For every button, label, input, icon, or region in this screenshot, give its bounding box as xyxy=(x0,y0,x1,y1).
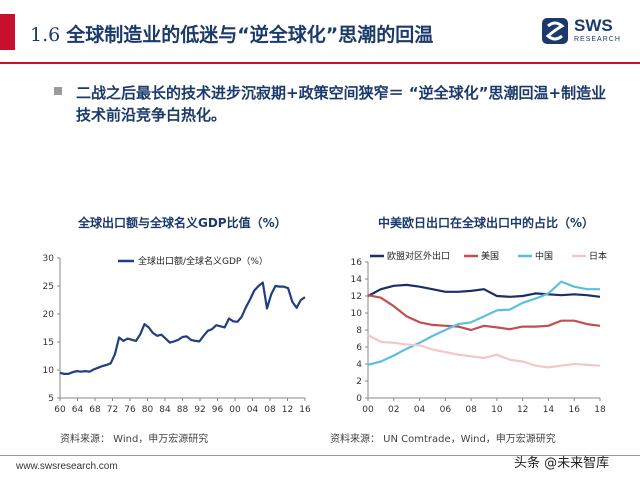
accent-bar xyxy=(0,14,15,50)
slide-title: 1.6 全球制造业的低迷与“逆全球化”思潮的回温 xyxy=(30,20,433,47)
chart2-source: 资料来源： UN Comtrade，Wind，申万宏源研究 xyxy=(330,434,556,445)
y-tick-label: 10 xyxy=(351,309,363,319)
chart2-title: 中美欧日出口在全球出口中的占比（%） xyxy=(378,216,595,230)
x-tick-label: 08 xyxy=(264,405,276,415)
x-tick-label: 08 xyxy=(465,405,477,415)
legend-label-0: 欧盟对区外出口 xyxy=(387,250,450,262)
series-line-0 xyxy=(59,281,306,375)
x-tick-label: 88 xyxy=(177,405,189,415)
legend-label-1: 美国 xyxy=(481,250,499,262)
x-tick-label: 12 xyxy=(517,405,528,415)
y-tick-label: 2 xyxy=(356,377,362,387)
y-tick-label: 10 xyxy=(43,366,55,376)
x-tick-label: 06 xyxy=(440,405,452,415)
logo-sub: RESEARCH xyxy=(574,36,621,43)
x-tick-label: 12 xyxy=(282,405,293,415)
x-tick-label: 76 xyxy=(124,405,136,415)
y-tick-label: 0 xyxy=(356,394,362,404)
x-tick-label: 18 xyxy=(594,405,606,415)
logo-brand: SWS xyxy=(574,16,613,35)
slide-header: 1.6 全球制造业的低迷与“逆全球化”思潮的回温 SWS RESEARCH xyxy=(0,0,640,66)
y-tick-label: 5 xyxy=(48,394,54,404)
series-line-2 xyxy=(367,280,600,366)
x-tick-label: 80 xyxy=(142,405,154,415)
series-line-3 xyxy=(367,334,601,369)
section-number: 1.6 xyxy=(30,24,61,46)
footer-url: www.swsresearch.com xyxy=(16,461,118,472)
legend-label: 全球出口额/全球名义GDP（%） xyxy=(138,255,268,267)
series-line-0 xyxy=(367,283,601,298)
y-tick-label: 20 xyxy=(43,310,55,320)
x-tick-label: 72 xyxy=(107,405,118,415)
x-tick-label: 96 xyxy=(212,405,224,415)
bullet-text: 二战之后最长的技术进步沉寂期+政策空间狭窄＝ “逆全球化”思潮回温+制造业技术前… xyxy=(76,84,607,124)
sws-emblem-icon xyxy=(542,18,568,44)
x-tick-label: 84 xyxy=(159,405,171,415)
series-line-1 xyxy=(367,294,601,332)
x-tick-label: 60 xyxy=(54,405,66,415)
x-tick-label: 00 xyxy=(229,405,241,415)
bullet-square-icon xyxy=(54,87,62,95)
y-tick-label: 8 xyxy=(356,326,362,336)
x-tick-label: 92 xyxy=(194,405,205,415)
y-tick-label: 14 xyxy=(351,275,363,285)
watermark: 头条 @未来智库 xyxy=(514,456,610,471)
header-divider xyxy=(0,62,640,64)
x-tick-label: 00 xyxy=(362,405,374,415)
chart1-source: 资料来源： Wind，申万宏源研究 xyxy=(60,434,209,445)
x-tick-label: 64 xyxy=(72,405,84,415)
y-tick-label: 4 xyxy=(356,360,362,370)
section-title: 全球制造业的低迷与“逆全球化”思潮的回温 xyxy=(66,24,434,46)
x-tick-label: 04 xyxy=(414,405,426,415)
y-tick-label: 15 xyxy=(43,338,54,348)
legend-label-2: 中国 xyxy=(535,250,553,262)
y-tick-label: 25 xyxy=(43,282,54,292)
export-gdp-ratio-chart: 5 10 15 20 25 30 60 64 68 72 76 80 84 88 92 96 00 04 08 12 1… xyxy=(43,254,311,415)
y-tick-label: 12 xyxy=(351,292,362,302)
y-tick-label: 6 xyxy=(356,343,362,353)
chart1-title: 全球出口额与全球名义GDP比值（%） xyxy=(78,216,287,230)
y-tick-label: 30 xyxy=(43,254,55,264)
x-tick-label: 68 xyxy=(89,405,101,415)
x-tick-label: 04 xyxy=(247,405,259,415)
x-tick-label: 16 xyxy=(299,405,311,415)
x-tick-label: 10 xyxy=(491,405,503,415)
x-tick-label: 16 xyxy=(568,405,580,415)
y-tick-label: 16 xyxy=(351,258,363,268)
x-tick-label: 02 xyxy=(388,405,399,415)
x-tick-label: 14 xyxy=(543,405,555,415)
footer-divider xyxy=(0,455,640,456)
sws-logo: SWS RESEARCH xyxy=(540,14,630,50)
legend-label-3: 日本 xyxy=(589,250,607,262)
